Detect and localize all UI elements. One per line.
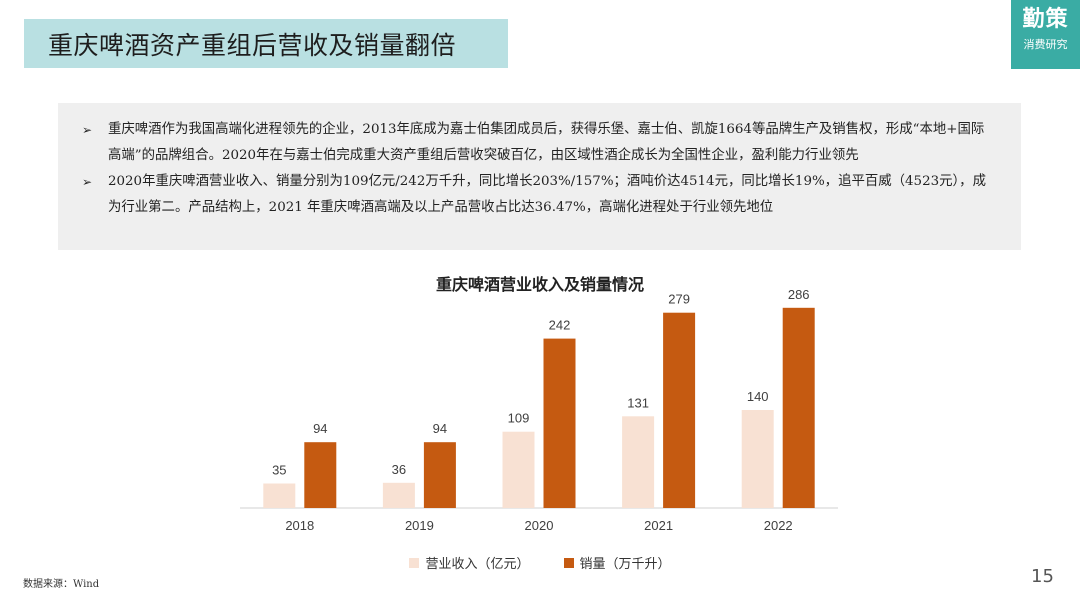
x-tick-label: 2018 <box>285 518 314 533</box>
data-label: 286 <box>788 287 810 302</box>
data-source: 数据来源：Wind <box>23 579 100 590</box>
x-tick-label: 2021 <box>644 518 673 533</box>
legend-item-revenue: 营业收入（亿元） <box>409 553 530 572</box>
data-label: 94 <box>433 421 447 436</box>
chart-title: 重庆啤酒营业收入及销量情况 <box>435 275 644 294</box>
data-label: 140 <box>747 389 769 404</box>
bar-revenue <box>622 416 655 508</box>
data-label: 35 <box>272 463 286 478</box>
bar-revenue <box>502 431 535 508</box>
legend-label-volume: 销量（万千升） <box>579 557 671 572</box>
data-label: 109 <box>508 411 530 426</box>
summary-bullet-text: 重庆啤酒作为我国高端化进程领先的企业，2013年底成为嘉士伯集团成员后，获得乐堡… <box>108 122 985 163</box>
legend-label-revenue: 营业收入（亿元） <box>425 557 530 572</box>
data-label: 94 <box>313 421 327 436</box>
x-tick-label: 2020 <box>525 518 554 533</box>
data-label: 36 <box>392 462 406 477</box>
x-tick-label: 2022 <box>764 518 793 533</box>
summary-bullet: ➢ 重庆啤酒作为我国高端化进程领先的企业，2013年底成为嘉士伯集团成员后，获得… <box>80 117 995 169</box>
summary-bullet-text: 2020年重庆啤酒营业收入、销量分别为109亿元/242万千升，同比增长203%… <box>108 174 986 215</box>
page-number: 15 <box>1031 566 1054 587</box>
chart-legend: 营业收入（亿元） 销量（万千升） <box>0 553 1080 572</box>
data-label: 242 <box>549 318 571 333</box>
x-tick-label: 2019 <box>405 518 434 533</box>
logo-main-text: 勤策 <box>1022 7 1069 32</box>
bar-volume <box>782 307 815 508</box>
legend-swatch-revenue <box>409 557 420 568</box>
bar-volume <box>304 442 337 508</box>
title-bar: 重庆啤酒资产重组后营收及销量翻倍 <box>24 19 508 68</box>
bar-revenue <box>741 410 774 508</box>
legend-item-volume: 销量（万千升） <box>563 553 671 572</box>
brand-logo: 勤策 消费研究 <box>1011 0 1080 69</box>
page-title: 重庆啤酒资产重组后营收及销量翻倍 <box>48 30 457 60</box>
bar-volume <box>543 338 576 508</box>
data-label: 279 <box>668 292 690 307</box>
bar-volume <box>663 312 696 508</box>
summary-box: ➢ 重庆啤酒作为我国高端化进程领先的企业，2013年底成为嘉士伯集团成员后，获得… <box>58 103 1021 250</box>
legend-swatch-volume <box>563 557 574 568</box>
bar-volume <box>423 442 456 508</box>
bullet-arrow-icon: ➢ <box>82 175 93 189</box>
bullet-arrow-icon: ➢ <box>82 123 93 137</box>
bar-revenue <box>263 483 296 508</box>
summary-bullet: ➢ 2020年重庆啤酒营业收入、销量分别为109亿元/242万千升，同比增长20… <box>80 169 995 221</box>
data-label: 131 <box>627 395 649 410</box>
bar-revenue <box>382 482 415 508</box>
logo-sub-text: 消费研究 <box>1023 38 1068 51</box>
